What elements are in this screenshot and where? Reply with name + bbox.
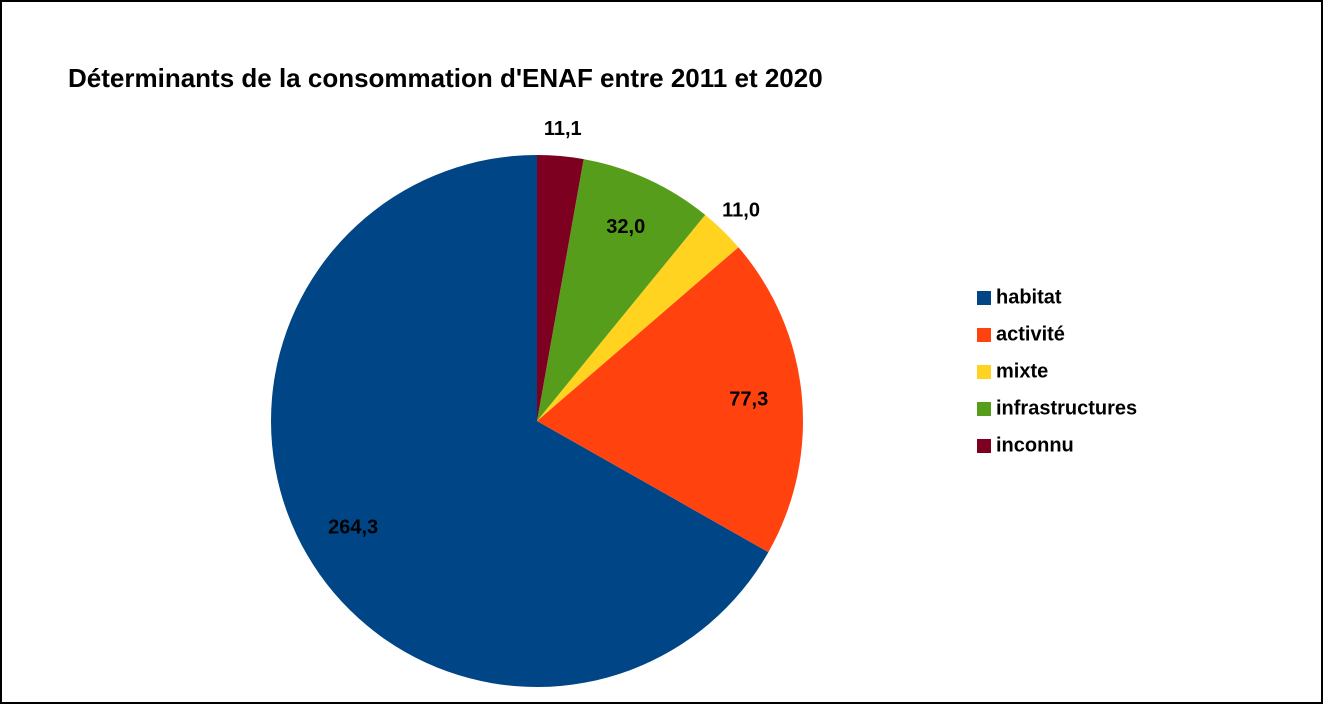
data-label: 11,0 <box>722 200 760 222</box>
chart-title: Déterminants de la consommation d'ENAF e… <box>68 63 823 93</box>
data-label: 32,0 <box>606 216 645 238</box>
pie-slice <box>271 155 769 687</box>
legend-label: mixte <box>996 360 1048 382</box>
legend-swatch <box>977 439 991 453</box>
data-label: 264,3 <box>328 516 378 538</box>
legend-swatch <box>977 328 991 342</box>
pie-slice <box>537 214 739 421</box>
pie-slice <box>537 155 584 421</box>
legend-label: habitat <box>996 286 1062 308</box>
data-label: 11,1 <box>544 118 582 140</box>
legend-label: activité <box>996 323 1065 345</box>
legend-label: inconnu <box>996 434 1074 456</box>
legend-swatch <box>977 365 991 379</box>
data-label: 77,3 <box>729 388 768 410</box>
legend-label: infrastructures <box>996 397 1137 419</box>
pie-slice <box>537 247 804 553</box>
legend-swatch <box>977 402 991 416</box>
pie-slice <box>537 159 706 422</box>
legend-swatch <box>977 291 991 305</box>
